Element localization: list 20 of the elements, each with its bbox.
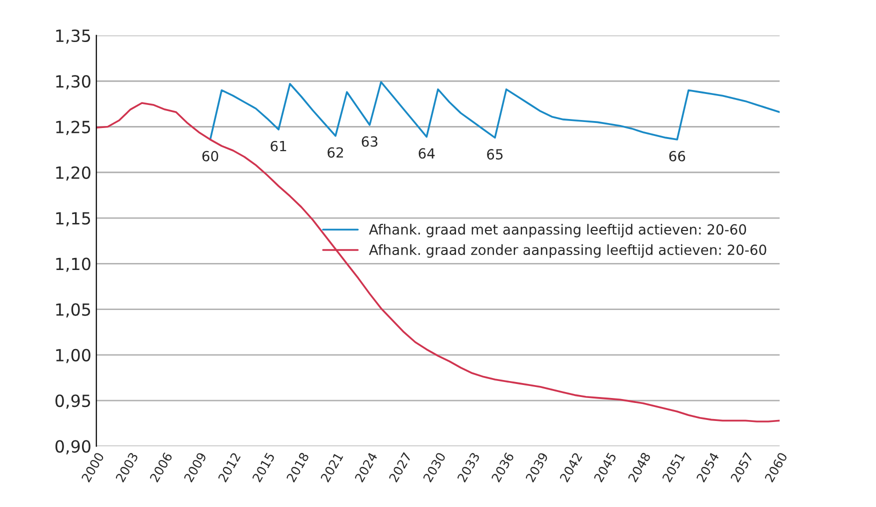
legend-label: Afhank. graad zonder aanpassing leeftijd actieven: 20-60 xyxy=(368,244,766,258)
y-tick-label: 1,00 xyxy=(56,348,90,364)
y-tick-label: 1,30 xyxy=(56,75,90,90)
legend-label: Afhank. graad met aanpassing leeftijd actieven: 20-60 xyxy=(368,224,746,238)
annotation: 61 xyxy=(270,140,286,152)
y-tick-label: 1,25 xyxy=(56,120,90,136)
annotation: 66 xyxy=(669,150,686,162)
y-tick-label: 0,95 xyxy=(55,394,90,409)
annotation: 64 xyxy=(418,148,435,159)
annotation: 62 xyxy=(328,147,343,158)
y-tick-label: 0,90 xyxy=(55,440,90,454)
y-tick-label: 1,10 xyxy=(56,258,90,272)
annotation: 65 xyxy=(487,149,503,160)
y-tick-label: 1,20 xyxy=(56,166,90,181)
annotation: 60 xyxy=(202,150,218,162)
y-tick-label: 1,05 xyxy=(56,303,90,318)
line-series xyxy=(96,102,780,422)
y-tick-label: 1,35 xyxy=(56,29,90,44)
y-tick-label: 1,15 xyxy=(56,212,90,226)
annotation: 63 xyxy=(362,136,378,147)
